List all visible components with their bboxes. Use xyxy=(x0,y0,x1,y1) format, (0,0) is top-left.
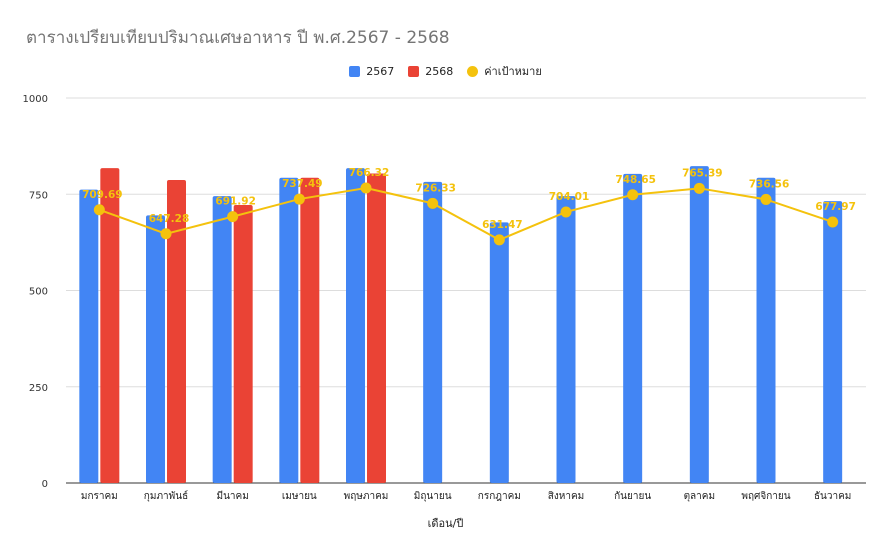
x-tick-label: เมษายน xyxy=(282,491,317,502)
target-data-label: 726.33 xyxy=(415,182,456,194)
y-tick-label: 0 xyxy=(42,479,48,490)
bar-2567 xyxy=(279,177,299,483)
bar-2567 xyxy=(489,222,509,484)
target-data-label: 631.47 xyxy=(482,219,523,231)
bar-2568 xyxy=(100,168,120,483)
target-point xyxy=(827,216,839,228)
bar-2568 xyxy=(167,180,186,483)
bar-2567 xyxy=(756,177,776,483)
legend-label-2567: 2567 xyxy=(366,64,395,78)
target-data-label: 765.39 xyxy=(682,167,723,179)
x-tick-label: กันยายน xyxy=(614,491,651,502)
x-tick-label: มกราคม xyxy=(81,491,118,502)
target-point xyxy=(627,189,639,201)
target-point xyxy=(493,234,505,246)
target-point xyxy=(293,193,305,205)
target-point xyxy=(160,228,172,240)
x-tick-label: กรกฎาคม xyxy=(478,491,521,502)
y-tick-label: 500 xyxy=(29,287,48,298)
target-point xyxy=(427,197,439,209)
x-tick-label: พฤศจิกายน xyxy=(741,491,790,502)
bar-2567 xyxy=(346,168,365,483)
legend-item-target[interactable]: ค่าเป้าหมาย xyxy=(467,62,542,80)
bar-2567 xyxy=(146,215,165,484)
legend-swatch-target xyxy=(467,65,479,77)
bar-2567 xyxy=(823,201,843,483)
x-axis-label: เดือน/ปี xyxy=(427,517,464,530)
legend-swatch-2568 xyxy=(408,65,420,77)
target-data-label: 766.32 xyxy=(349,167,390,179)
bar-2568 xyxy=(300,177,320,483)
bar-2567 xyxy=(423,181,443,483)
target-point xyxy=(93,204,105,216)
target-data-label: 691.92 xyxy=(215,196,256,208)
bar-2568 xyxy=(367,173,386,483)
x-tick-label: พฤษภาคม xyxy=(344,491,389,502)
x-tick-label: มีนาคม xyxy=(217,490,249,502)
y-tick-label: 750 xyxy=(29,190,48,201)
target-point xyxy=(360,182,372,194)
bar-2567 xyxy=(623,173,643,483)
legend-label-target: ค่าเป้าหมาย xyxy=(484,65,542,78)
legend-item-2567[interactable]: 2567 xyxy=(349,62,394,80)
target-line xyxy=(98,186,833,241)
x-tick-label: มิถุนายน xyxy=(414,491,452,502)
legend-item-2568[interactable]: 2568 xyxy=(408,62,453,80)
chart-title: ตารางเปรียบเทียบปริมาณเศษอาหาร ปี พ.ศ.25… xyxy=(26,28,450,48)
bar-2568 xyxy=(233,205,253,483)
x-tick-label: สิงหาคม xyxy=(548,491,584,502)
bar-2567 xyxy=(79,189,99,483)
target-data-label: 709.69 xyxy=(82,189,123,201)
y-tick-label: 250 xyxy=(29,383,48,394)
x-tick-label: กุมภาพันธ์ xyxy=(144,490,188,502)
target-point xyxy=(227,211,239,223)
target-data-label: 748.65 xyxy=(615,174,656,186)
target-data-label: 736.56 xyxy=(749,178,790,190)
target-data-label: 677.97 xyxy=(815,201,856,213)
x-tick-label: ตุลาคม xyxy=(684,491,716,502)
bar-2567 xyxy=(556,196,576,484)
target-point xyxy=(560,206,572,218)
bar-2567 xyxy=(689,166,709,483)
target-point xyxy=(693,182,705,194)
y-tick-label: 1000 xyxy=(23,94,48,105)
target-data-label: 704.01 xyxy=(549,191,590,203)
target-data-label: 737.49 xyxy=(282,178,323,190)
target-data-label: 647.28 xyxy=(149,213,190,225)
target-point xyxy=(760,193,772,205)
legend: 2567 2568 ค่าเป้าหมาย xyxy=(0,62,891,80)
legend-label-2568: 2568 xyxy=(425,64,454,78)
bar-2567 xyxy=(212,196,232,484)
x-tick-label: ธันวาคม xyxy=(814,491,851,502)
legend-swatch-2567 xyxy=(349,65,361,77)
